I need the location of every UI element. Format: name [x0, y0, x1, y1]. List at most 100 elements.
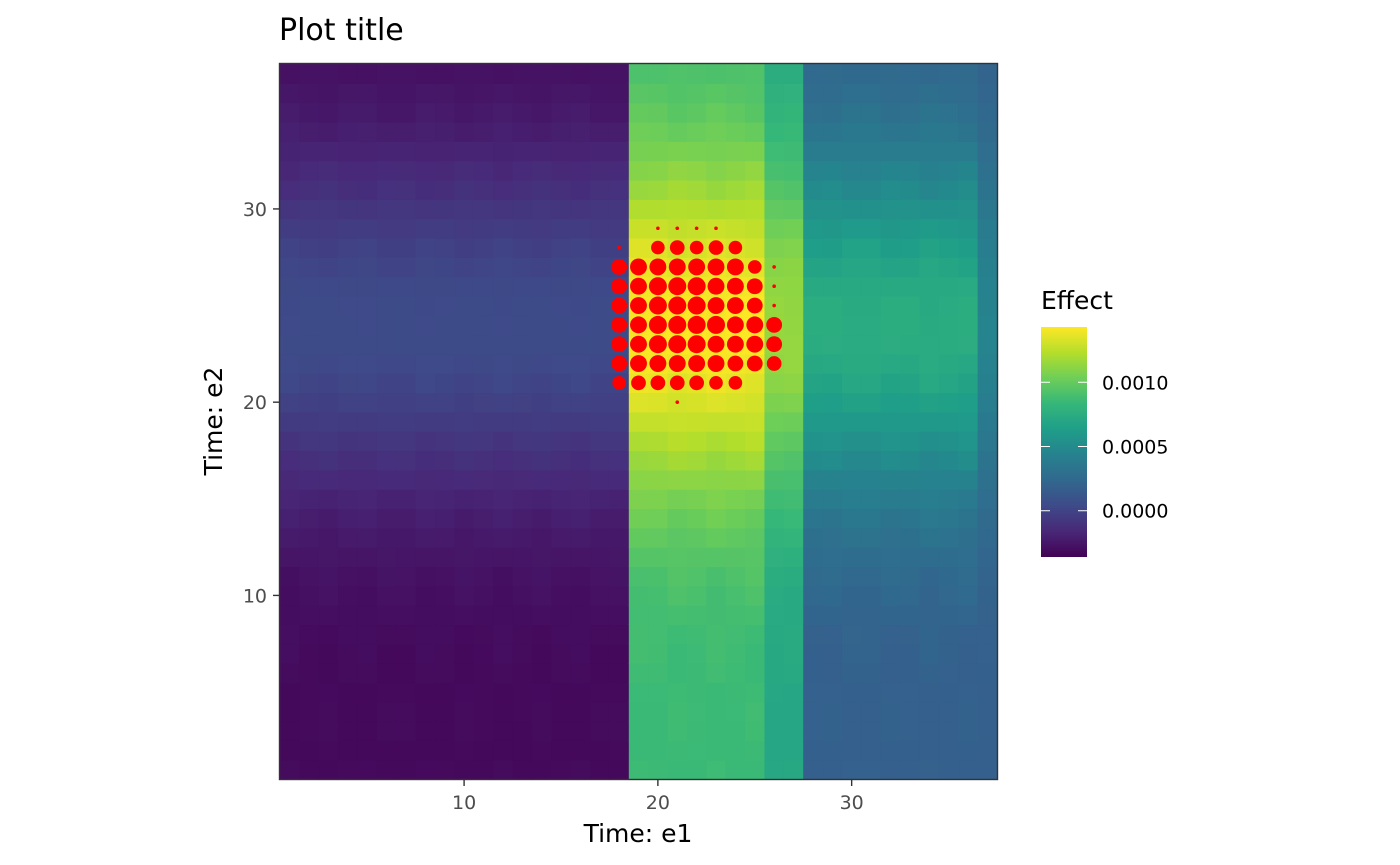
heatmap-tile [958, 353, 979, 374]
point [726, 297, 744, 315]
heatmap-tile [958, 295, 979, 316]
heatmap-tile [725, 102, 746, 123]
heatmap-tile [531, 411, 552, 432]
heatmap-tile [473, 489, 494, 510]
heatmap-tile [454, 547, 475, 568]
heatmap-tile [318, 663, 339, 683]
heatmap-tile [919, 411, 940, 432]
heatmap-tile [880, 489, 901, 510]
heatmap-tile [977, 257, 998, 278]
heatmap-tile [280, 489, 300, 510]
heatmap-tile [861, 353, 882, 374]
heatmap-tile [357, 276, 378, 297]
heatmap-tile [977, 740, 998, 761]
heatmap-tile [861, 682, 882, 703]
heatmap-tile [686, 643, 707, 664]
heatmap-tile [783, 682, 804, 703]
heatmap-tile [706, 199, 727, 220]
heatmap-tile [938, 469, 959, 490]
heatmap-tile [570, 276, 591, 297]
heatmap-tile [880, 179, 901, 200]
heatmap-tile [396, 102, 417, 123]
heatmap-tile [977, 353, 998, 374]
heatmap-tile [861, 759, 882, 780]
heatmap-tile [512, 353, 533, 374]
heatmap-tile [648, 740, 669, 761]
heatmap-tile [299, 334, 320, 355]
heatmap-tile [376, 276, 397, 297]
heatmap-tile [299, 257, 320, 278]
heatmap-tile [396, 334, 417, 355]
heatmap-tile [958, 643, 979, 664]
heatmap-tile [551, 179, 572, 200]
heatmap-tile [938, 605, 959, 626]
heatmap-tile [318, 566, 339, 587]
heatmap-tile [919, 701, 940, 722]
heatmap-tile [435, 141, 456, 162]
point [687, 315, 706, 334]
heatmap-tile [648, 450, 669, 471]
heatmap-tile [280, 624, 300, 645]
heatmap-tile [396, 527, 417, 548]
heatmap-tile [590, 373, 611, 394]
heatmap-tile [299, 373, 320, 394]
heatmap-tile [686, 605, 707, 626]
heatmap-tile [783, 450, 804, 471]
heatmap-tile [454, 585, 475, 606]
heatmap-tile [822, 102, 843, 123]
heatmap-tile [590, 64, 611, 84]
heatmap-tile [958, 605, 979, 626]
heatmap-tile [396, 643, 417, 664]
heatmap-tile [435, 334, 456, 355]
point [669, 375, 685, 391]
heatmap-tile [822, 740, 843, 761]
heatmap-tile [338, 450, 359, 471]
heatmap-tile [900, 83, 921, 104]
heatmap-tile [706, 566, 727, 587]
heatmap-tile [338, 141, 359, 162]
heatmap-tile [841, 450, 862, 471]
heatmap-tile [357, 624, 378, 645]
heatmap-tile [280, 759, 300, 780]
x-axis-title: Time: e1 [583, 819, 693, 848]
point [708, 240, 724, 255]
heatmap-tile [783, 392, 804, 413]
heatmap-tile [376, 701, 397, 722]
heatmap-tile [570, 121, 591, 142]
heatmap-tile [783, 218, 804, 239]
heatmap-tile [803, 334, 824, 355]
heatmap-tile [454, 64, 475, 84]
heatmap-tile [435, 643, 456, 664]
heatmap-tile [512, 257, 533, 278]
heatmap-tile [706, 663, 727, 683]
heatmap-tile [570, 643, 591, 664]
heatmap-tile [280, 102, 300, 123]
heatmap-tile [570, 199, 591, 220]
heatmap-tile [919, 257, 940, 278]
heatmap-tile [822, 508, 843, 529]
heatmap-tile [745, 392, 766, 413]
heatmap-tile [938, 643, 959, 664]
heatmap-tile [764, 199, 785, 220]
heatmap-tile [706, 411, 727, 432]
heatmap-tile [396, 547, 417, 568]
heatmap-tile [396, 411, 417, 432]
heatmap-tile [628, 160, 649, 181]
heatmap-tile [396, 83, 417, 104]
heatmap-tile [822, 585, 843, 606]
heatmap-tile [938, 682, 959, 703]
heatmap-tile [415, 64, 436, 84]
heatmap-tile [725, 682, 746, 703]
heatmap-tile [454, 527, 475, 548]
heatmap-tile [648, 489, 669, 510]
x-tick-label: 30 [840, 792, 864, 814]
heatmap-tile [919, 218, 940, 239]
heatmap-tile [803, 585, 824, 606]
heatmap-tile [841, 257, 862, 278]
heatmap-tile [590, 121, 611, 142]
heatmap-tile [435, 315, 456, 336]
heatmap-tile [376, 199, 397, 220]
heatmap-tile [473, 547, 494, 568]
point [746, 335, 764, 353]
heatmap-tile [531, 701, 552, 722]
